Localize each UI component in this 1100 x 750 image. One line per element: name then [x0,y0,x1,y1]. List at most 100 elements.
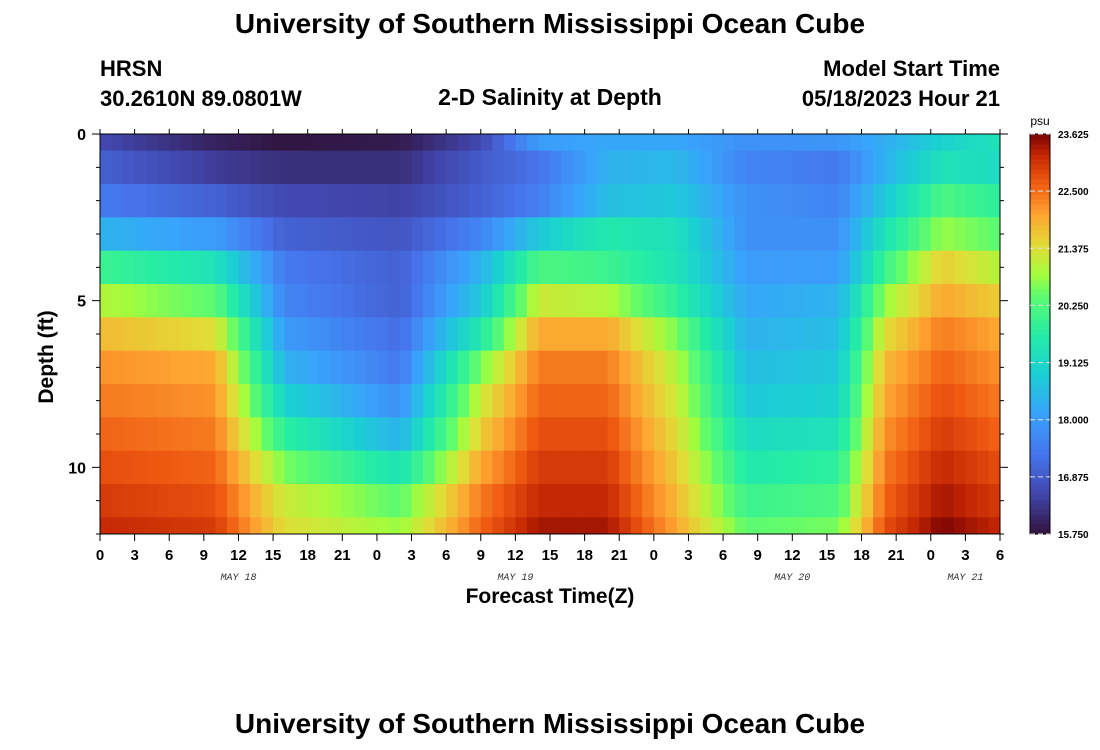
heatmap-cell [700,384,713,418]
heatmap-cell [896,317,909,352]
heatmap-cell [503,134,516,152]
heatmap-cell [307,134,320,152]
heatmap-cell [953,317,966,352]
heatmap-cell [434,350,447,385]
heatmap-cell [365,484,378,518]
heatmap-cell [780,417,793,452]
colorbar-band [1030,494,1050,500]
heatmap-cell [780,450,793,485]
heatmap-cell [596,517,609,534]
heatmap-cell [146,217,159,252]
heatmap-cell [261,250,274,285]
heatmap-cell [330,134,343,152]
heatmap-cell [503,317,516,352]
heatmap-cell [480,184,493,218]
heatmap-cell [457,134,470,152]
heatmap-cell [988,217,1000,252]
heatmap-cell [884,417,897,452]
colorbar-band [1030,509,1050,515]
heatmap-cell [169,417,182,452]
heatmap-cell [238,417,251,452]
heatmap-cell [376,384,390,418]
heatmap-cell [296,450,309,485]
heatmap-cell [930,350,943,385]
heatmap-cell [296,250,309,285]
heatmap-cell [215,217,228,252]
heatmap-cell [192,450,205,485]
heatmap-cell [688,150,701,185]
heatmap-cell [907,134,920,152]
heatmap-cell [203,417,216,452]
heatmap-cell [734,284,747,318]
heatmap-cell [457,250,470,285]
heatmap-cell [515,184,528,218]
heatmap-cell [676,450,690,485]
heatmap-cell [353,250,366,285]
heatmap-cell [596,150,609,185]
colorbar-band [1030,159,1050,165]
heatmap-cell [561,384,574,418]
heatmap-cell [388,217,401,252]
heatmap-cell [723,217,736,252]
heatmap-cell [792,284,805,318]
heatmap-cell [238,284,251,318]
heatmap-cell [826,217,840,252]
heatmap-cell [769,450,782,485]
heatmap-cell [203,134,216,152]
heatmap-cell [561,284,574,318]
x-tick-label: 9 [200,547,208,564]
heatmap-cell [584,217,597,252]
heatmap-cell [688,450,701,485]
heatmap-cell [965,317,978,352]
heatmap-cell [896,384,909,418]
heatmap-cell [734,417,747,452]
heatmap-cell [250,284,263,318]
heatmap-cell [676,250,690,285]
heatmap-cell [723,134,736,152]
heatmap-cell [123,450,136,485]
heatmap-cell [238,350,251,385]
colorbar-band [1030,439,1050,445]
heatmap-cell [723,517,736,534]
heatmap-cell [226,384,240,418]
heatmap-cell [526,317,540,352]
heatmap-cell [226,150,240,185]
heatmap-cell [423,250,436,285]
heatmap-cell [700,417,713,452]
heatmap-cell [353,517,366,534]
heatmap-cell [469,450,482,485]
colorbar-band [1030,379,1050,385]
heatmap-cell [284,217,297,252]
heatmap-cell [411,317,424,352]
heatmap-cell [261,134,274,152]
heatmap-cell [330,250,343,285]
heatmap-cell [746,384,759,418]
heatmap-cell [607,134,620,152]
heatmap-cell [538,284,551,318]
heatmap-cell [676,484,690,518]
heatmap-cell [446,317,459,352]
heatmap-cell [861,417,874,452]
model-start-value: 05/18/2023 Hour 21 [801,86,1000,111]
heatmap-cell [861,184,874,218]
heatmap-cell [919,284,932,318]
heatmap-cell [550,350,563,385]
heatmap-cell [815,284,828,318]
colorbar-band [1030,229,1050,235]
colorbar-band [1030,364,1050,370]
heatmap-cell [446,517,459,534]
heatmap-cell [573,250,586,285]
heatmap-cell [469,250,482,285]
colorbar-tick-label: 21.375 [1058,244,1089,255]
x-tick-label: 3 [130,547,138,564]
heatmap-cell [734,517,747,534]
colorbar-band [1030,214,1050,220]
heatmap-cell [826,134,840,152]
heatmap-cell [376,134,390,152]
heatmap-cell [653,484,666,518]
heatmap-cell [838,134,851,152]
heatmap-cell [100,317,113,352]
heatmap-cell [711,217,724,252]
heatmap-cell [596,217,609,252]
colorbar-band [1030,334,1050,340]
